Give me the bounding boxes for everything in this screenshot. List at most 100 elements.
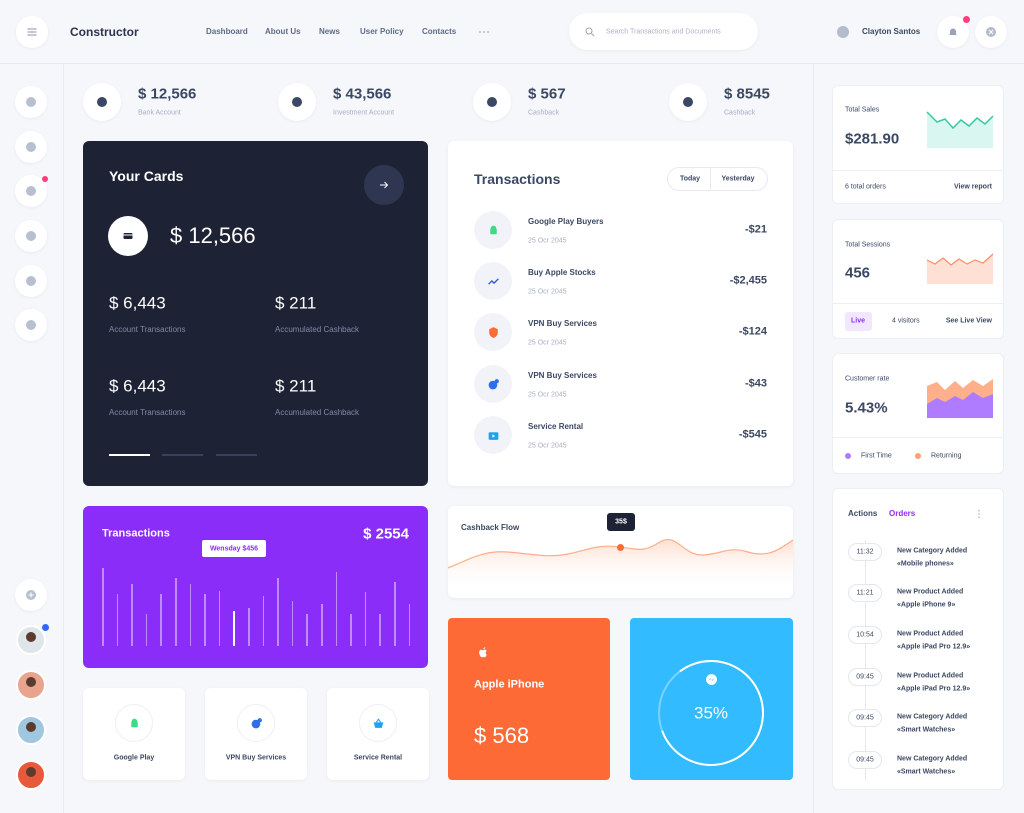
time-pill bbox=[848, 543, 882, 561]
transaction-amount: -$2,455 bbox=[729, 274, 767, 287]
shortcut-label: Service Rental bbox=[353, 754, 403, 762]
cashback-title: Cashback Flow bbox=[461, 523, 520, 532]
messenger-percent: 35% bbox=[693, 703, 729, 723]
nav-link[interactable]: Contacts bbox=[422, 27, 457, 36]
tab[interactable]: Today bbox=[679, 175, 701, 183]
arrow-icon bbox=[380, 181, 389, 189]
time-pill bbox=[848, 751, 882, 769]
weekly-bar bbox=[116, 594, 119, 646]
activity-title: New Product Added bbox=[897, 588, 964, 596]
transaction-icon bbox=[488, 431, 498, 440]
card-title: Total Sales bbox=[845, 106, 880, 114]
stat-label: Cashback bbox=[528, 109, 560, 117]
sidebar-icon bbox=[26, 320, 36, 330]
weekly-bar bbox=[364, 592, 367, 646]
weekly-bar bbox=[218, 591, 221, 646]
nav-link[interactable]: Dashboard bbox=[206, 27, 248, 36]
card-divider bbox=[833, 303, 1003, 304]
more-icon bbox=[978, 509, 980, 519]
transaction-date: 25 Ocr 2045 bbox=[528, 339, 567, 347]
activity-tab[interactable]: Orders bbox=[889, 509, 916, 518]
avatar-head bbox=[26, 722, 36, 732]
card-item-value: $ 6,443 bbox=[109, 293, 166, 313]
messenger-icon bbox=[705, 673, 717, 685]
card-title: Total Sessions bbox=[845, 241, 891, 249]
activity-tab[interactable]: Actions bbox=[848, 509, 878, 518]
transaction-amount: -$21 bbox=[744, 223, 767, 236]
card-item-label: Accumulated Cashback bbox=[275, 408, 360, 417]
user-avatar-icon bbox=[837, 26, 849, 38]
transaction-date: 25 Ocr 2045 bbox=[528, 391, 567, 399]
weekly-bar bbox=[408, 604, 411, 646]
legend-swatch bbox=[845, 453, 851, 459]
online-dot bbox=[41, 623, 49, 631]
nav-link[interactable]: User Policy bbox=[360, 27, 404, 36]
card-value: 456 bbox=[845, 264, 871, 282]
activity-title: New Category Added bbox=[897, 755, 968, 763]
activity-subtitle: «Apple iPad Pro 12.9» bbox=[897, 685, 971, 693]
stat-glyph bbox=[292, 97, 302, 107]
shortcut-icon bbox=[373, 717, 383, 728]
search-box[interactable] bbox=[569, 13, 758, 50]
notification-dot bbox=[962, 15, 970, 23]
more-icon bbox=[479, 31, 489, 33]
transaction-date: 25 Ocr 2045 bbox=[528, 442, 567, 450]
card-link[interactable]: See Live View bbox=[945, 317, 992, 325]
weekly-bar bbox=[189, 584, 192, 646]
activity-subtitle: «Apple iPhone 9» bbox=[897, 601, 956, 609]
live-label: Live bbox=[850, 317, 866, 325]
sidebar-icon bbox=[26, 142, 36, 152]
time-label: 09:45 bbox=[856, 756, 874, 764]
brand: Constructor bbox=[70, 25, 139, 39]
stat-label: Bank Account bbox=[138, 109, 181, 117]
transaction-date: 25 Ocr 2045 bbox=[528, 288, 567, 296]
weekly-bar bbox=[204, 594, 206, 646]
shortcut-icon bbox=[130, 718, 138, 727]
nav-link[interactable]: News bbox=[319, 27, 340, 36]
card-icon bbox=[123, 233, 133, 239]
stat-card bbox=[832, 488, 1004, 790]
activity-title: New Category Added bbox=[897, 713, 968, 721]
stat-glyph bbox=[97, 97, 107, 107]
weekly-bar bbox=[102, 568, 104, 646]
apple-amount: $ 568 bbox=[474, 723, 530, 748]
time-label: 11:32 bbox=[856, 548, 874, 556]
tab[interactable]: Yesterday bbox=[721, 175, 755, 183]
add-icon bbox=[26, 590, 36, 600]
transaction-name: VPN Buy Services bbox=[528, 371, 597, 380]
bell-icon bbox=[949, 28, 957, 36]
card-item-label: Account Transactions bbox=[109, 325, 186, 334]
stat-label: Cashback bbox=[724, 109, 756, 117]
weekly-bar bbox=[175, 578, 177, 646]
stat-value: $ 8545 bbox=[724, 85, 770, 103]
weekly-bar bbox=[262, 596, 265, 646]
activity-subtitle: «Mobile phones» bbox=[897, 560, 954, 568]
shortcut-label: Google Play bbox=[113, 754, 155, 762]
transaction-amount: -$545 bbox=[738, 428, 767, 441]
search-placeholder: Search Transactions and Documents bbox=[606, 28, 721, 36]
time-pill bbox=[848, 584, 882, 602]
sessions-sparkline bbox=[926, 253, 994, 284]
legend-swatch bbox=[915, 453, 921, 459]
transaction-icon bbox=[488, 326, 498, 338]
cashback-tooltip-text: 35$ bbox=[615, 518, 627, 526]
cards-balance: $ 12,566 bbox=[170, 223, 256, 248]
stat-value: $ 12,566 bbox=[138, 85, 197, 103]
stat-value: $ 567 bbox=[528, 85, 566, 103]
card-link[interactable]: View report bbox=[954, 183, 992, 191]
weekly-bar bbox=[131, 584, 133, 646]
customers-chart bbox=[927, 379, 993, 418]
card-footer: 4 visitors bbox=[892, 317, 920, 325]
weekly-bar bbox=[145, 614, 148, 646]
sidebar-icon bbox=[26, 97, 36, 107]
card-item-label: Account Transactions bbox=[109, 408, 186, 417]
weekly-bar bbox=[233, 611, 235, 646]
cards-title: Your Cards bbox=[109, 168, 184, 184]
nav-link[interactable]: About Us bbox=[265, 27, 301, 36]
time-label: 09:45 bbox=[856, 673, 874, 681]
weekly-bar bbox=[394, 582, 396, 646]
card-item-value: $ 211 bbox=[275, 376, 317, 396]
time-label: 11:21 bbox=[856, 589, 874, 597]
transaction-name: VPN Buy Services bbox=[528, 319, 597, 328]
stat-glyph bbox=[683, 97, 693, 107]
